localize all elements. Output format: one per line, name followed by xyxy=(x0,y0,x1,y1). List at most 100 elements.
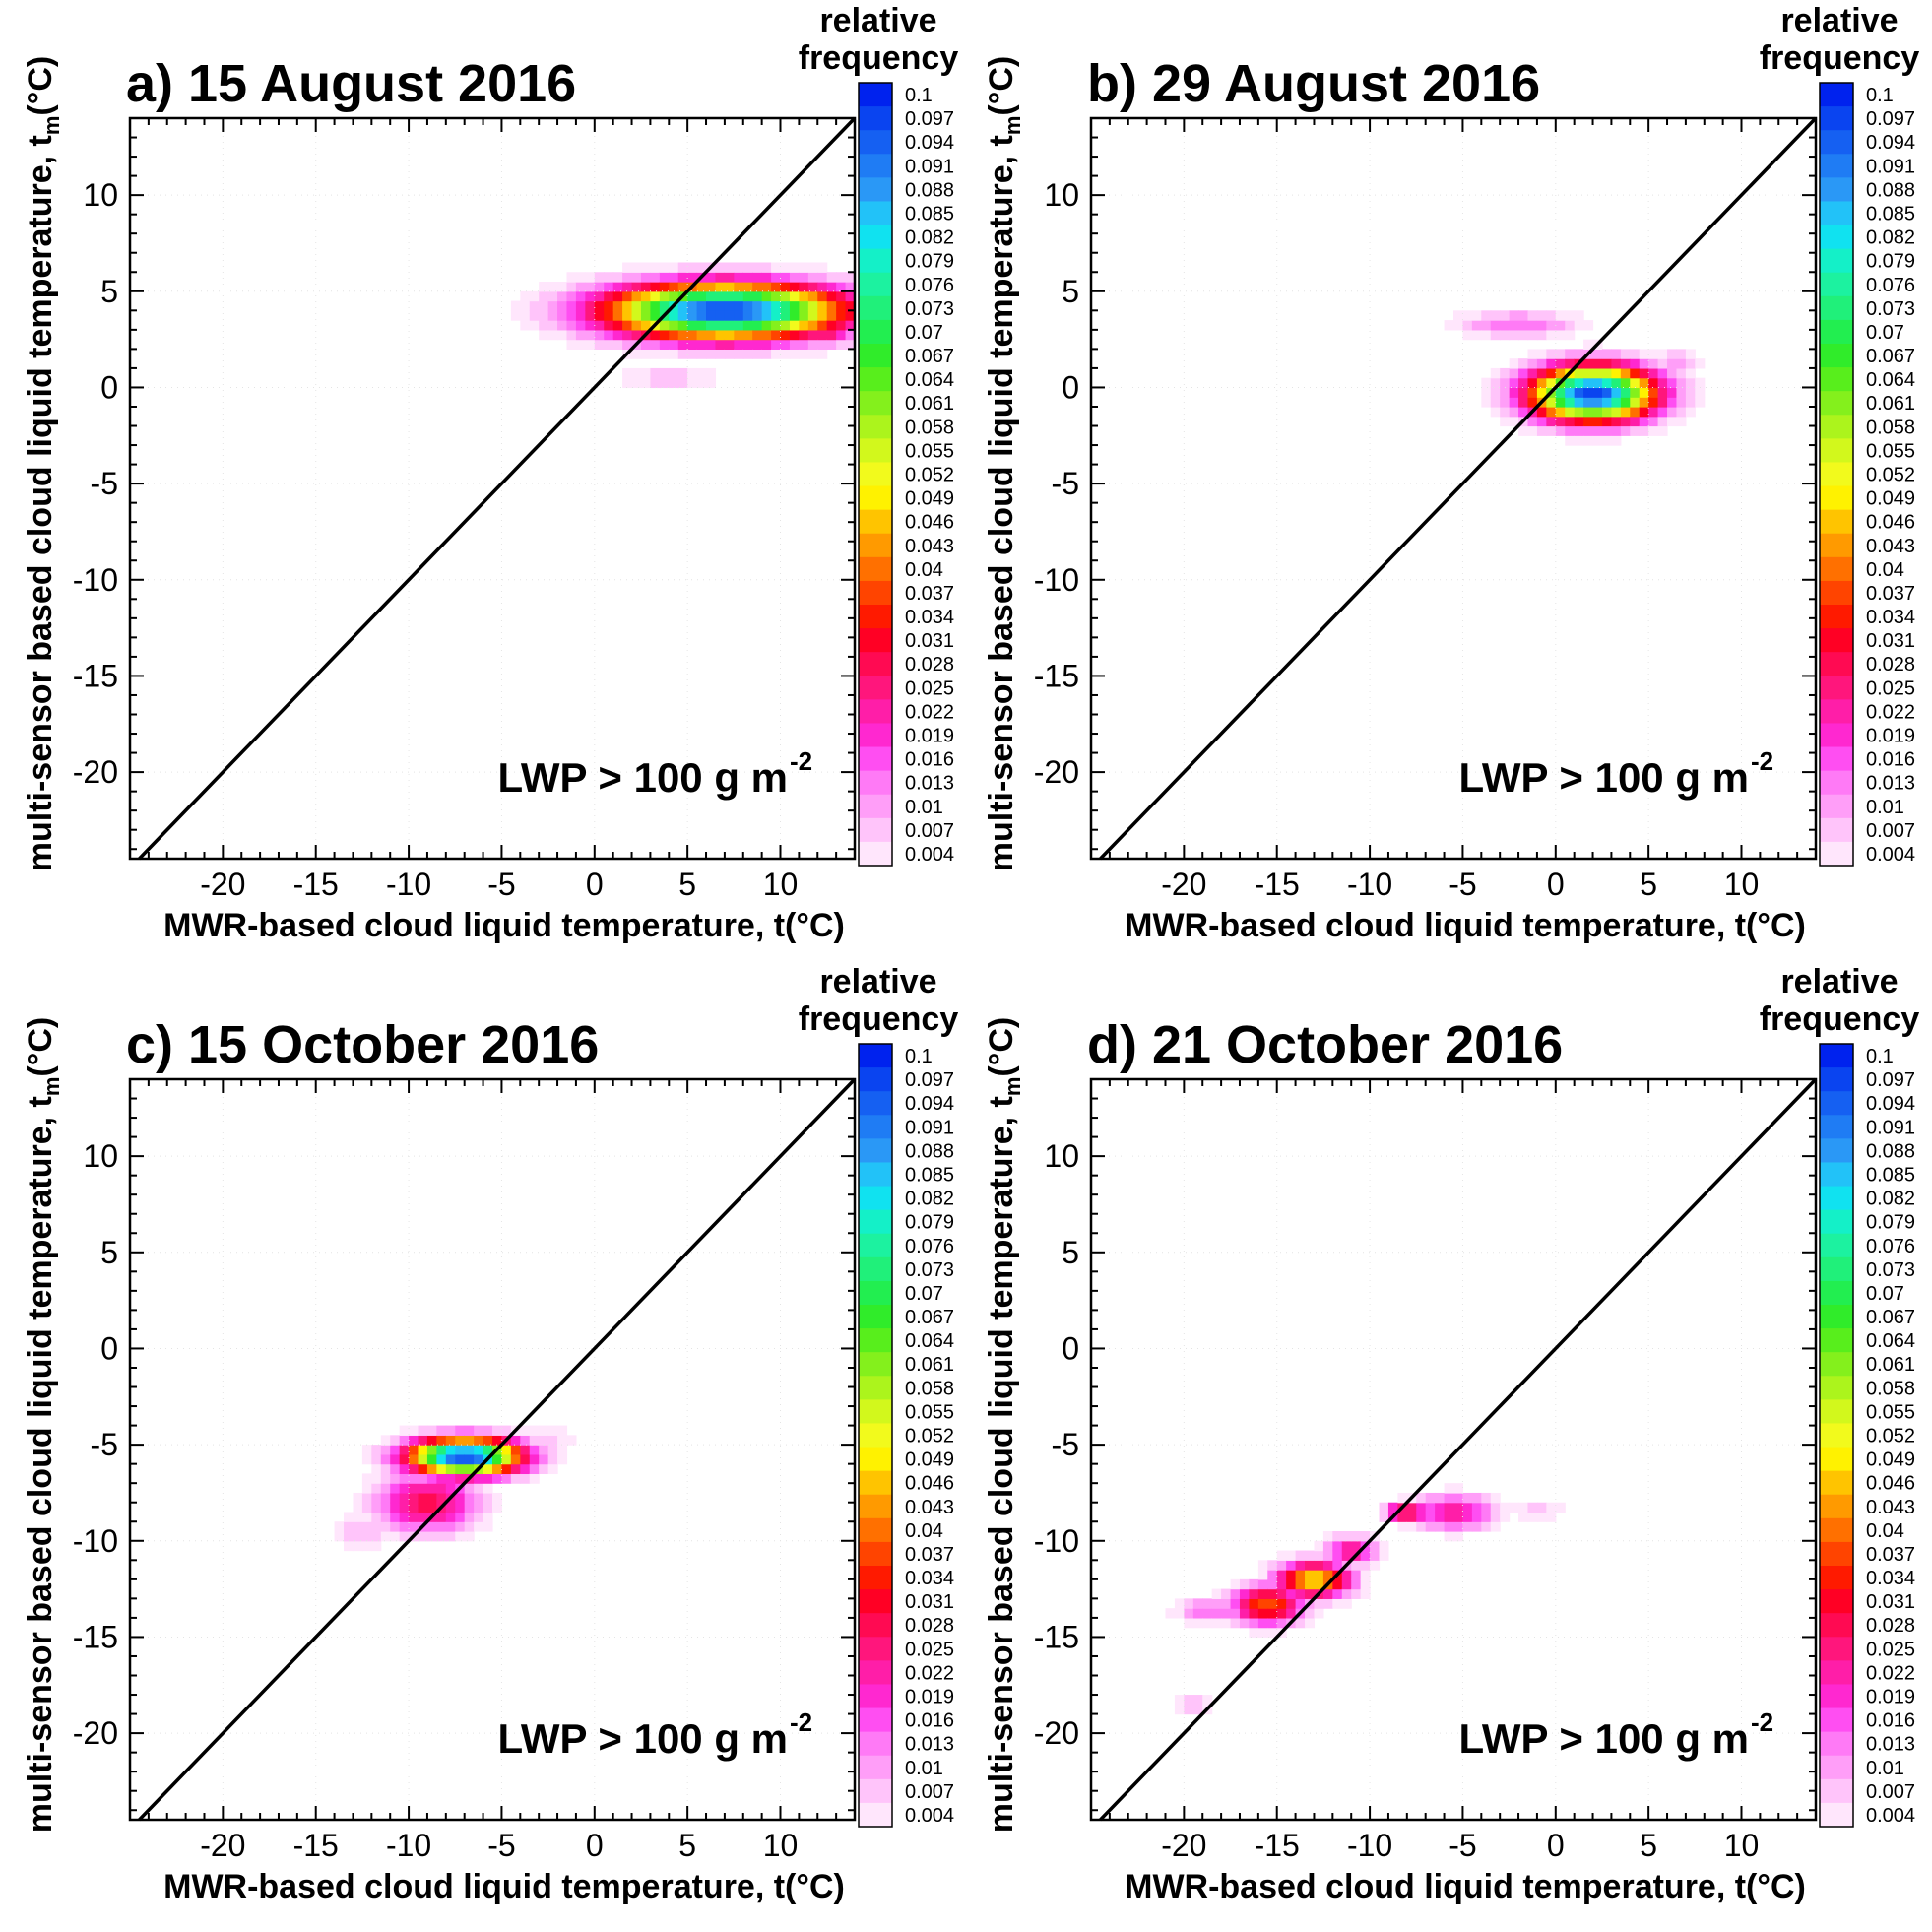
colorbar-swatch xyxy=(1820,1044,1853,1068)
lwp-annotation: LWP > 100 g m xyxy=(1458,1715,1749,1762)
colorbar-swatch xyxy=(859,1423,892,1449)
heatmap-cell xyxy=(696,320,707,331)
heatmap-cell xyxy=(734,282,744,292)
heatmap-cell xyxy=(706,310,717,321)
heatmap-cell xyxy=(529,310,540,321)
colorbar-label: 0.052 xyxy=(905,1426,954,1448)
heatmap-cell xyxy=(752,290,763,302)
heatmap-cell xyxy=(659,320,670,331)
x-tick-label: 5 xyxy=(678,1828,696,1863)
heatmap-cell xyxy=(1527,310,1538,321)
heatmap-cell xyxy=(539,310,549,321)
heatmap-cell xyxy=(706,282,717,292)
heatmap-cell xyxy=(539,1435,549,1446)
colorbar-label: 0.01 xyxy=(905,1758,943,1779)
colorbar-swatch xyxy=(859,1115,892,1139)
heatmap-cell xyxy=(483,1512,493,1522)
heatmap-cell xyxy=(752,349,763,359)
colorbar-swatch xyxy=(1820,1423,1853,1449)
heatmap-cell xyxy=(1500,310,1511,321)
heatmap-cell xyxy=(724,262,735,273)
colorbar-label: 0.013 xyxy=(905,1734,954,1756)
heatmap-cell xyxy=(1174,1695,1185,1706)
heatmap-cell xyxy=(483,1521,493,1532)
heatmap-cell xyxy=(771,349,782,359)
heatmap-cell xyxy=(1257,1627,1268,1639)
heatmap-cell xyxy=(1611,387,1622,398)
panel-d: -20 -15 -10 -5 0 5 10 10 5 0 -5 -10 -15 -20 d) 21 Octo… xyxy=(983,963,1919,1905)
heatmap-cell xyxy=(436,1463,447,1475)
heatmap-cell xyxy=(566,329,577,341)
heatmap-cell xyxy=(622,320,633,331)
heatmap-cell xyxy=(1267,1570,1278,1580)
heatmap-cell xyxy=(1667,349,1678,359)
heatmap-cell xyxy=(622,339,633,350)
heatmap-cell xyxy=(566,290,577,302)
lwp-annotation-exponent: -2 xyxy=(1751,746,1773,776)
heatmap-cell xyxy=(1406,1502,1417,1513)
heatmap-cell xyxy=(445,1425,456,1436)
colorbar-swatch xyxy=(859,1447,892,1472)
colorbar-label: 0.064 xyxy=(905,1330,954,1352)
heatmap-cell xyxy=(1500,1502,1511,1513)
heatmap-cell xyxy=(650,310,661,321)
heatmap-cell xyxy=(1546,320,1557,331)
heatmap-cell xyxy=(1174,1608,1185,1619)
panel-title: c) 15 October 2016 xyxy=(126,1015,599,1074)
heatmap-cell xyxy=(640,367,652,379)
heatmap-cell xyxy=(426,1531,437,1542)
heatmap-cell xyxy=(1481,1512,1492,1522)
ticks xyxy=(129,117,856,859)
heatmap-cell xyxy=(510,310,521,321)
colorbar-swatch xyxy=(1820,676,1853,700)
x-tick-label: -5 xyxy=(1449,1828,1476,1863)
colorbar-label: 0.058 xyxy=(905,1378,954,1399)
colorbar-swatch xyxy=(1820,1802,1853,1828)
heatmap-cell xyxy=(399,1425,410,1436)
heatmap-cell xyxy=(650,300,661,311)
colorbar-swatch xyxy=(859,1233,892,1258)
heatmap-cell xyxy=(1332,1531,1343,1542)
heatmap-cell xyxy=(1314,1560,1324,1571)
heatmap-cell xyxy=(539,1425,549,1436)
heatmap-cell xyxy=(409,1521,419,1532)
heatmap-cell xyxy=(604,300,614,311)
y-tick-label: 5 xyxy=(100,1235,118,1270)
heatmap-cell xyxy=(1527,397,1538,408)
heatmap-cell xyxy=(789,272,800,283)
heatmap-cell xyxy=(1379,1540,1389,1552)
heatmap-cell xyxy=(761,262,772,273)
heatmap-cell xyxy=(1471,1492,1482,1504)
heatmap-cell xyxy=(409,1445,419,1455)
heatmap-cell xyxy=(742,329,753,341)
heatmap-cell xyxy=(817,310,828,321)
heatmap-cell xyxy=(1583,397,1594,408)
colorbar-label: 0.1 xyxy=(1866,85,1894,106)
colorbar-label: 0.073 xyxy=(1866,298,1915,320)
heatmap-cell xyxy=(492,1463,503,1475)
heatmap-cell xyxy=(807,290,818,302)
heatmap-cell xyxy=(1518,425,1529,436)
heatmap-cell xyxy=(1676,416,1687,427)
heatmap-cell xyxy=(1611,397,1622,408)
heatmap-cell xyxy=(659,290,670,302)
heatmap-cell xyxy=(520,290,531,302)
heatmap-cell xyxy=(566,272,577,283)
heatmap-cell xyxy=(836,282,847,292)
colorbar-label: 0.1 xyxy=(905,85,933,106)
heatmap-cell xyxy=(771,272,782,283)
heatmap-cell xyxy=(492,1502,503,1513)
heatmap-cell xyxy=(715,272,726,283)
heatmap-cell xyxy=(575,272,586,283)
heatmap-cell xyxy=(1267,1578,1278,1590)
heatmap-cell xyxy=(483,1483,493,1494)
heatmap-cell xyxy=(436,1425,447,1436)
heatmap-cell xyxy=(706,367,717,379)
heatmap-cell xyxy=(1639,377,1649,389)
heatmap-cell xyxy=(1276,1560,1287,1571)
y-tick-label: -20 xyxy=(73,1715,118,1751)
heatmap-cell xyxy=(426,1445,437,1455)
heatmap-cell xyxy=(566,300,577,311)
heatmap-cell xyxy=(474,1473,484,1484)
heatmap-cell xyxy=(455,1425,466,1436)
